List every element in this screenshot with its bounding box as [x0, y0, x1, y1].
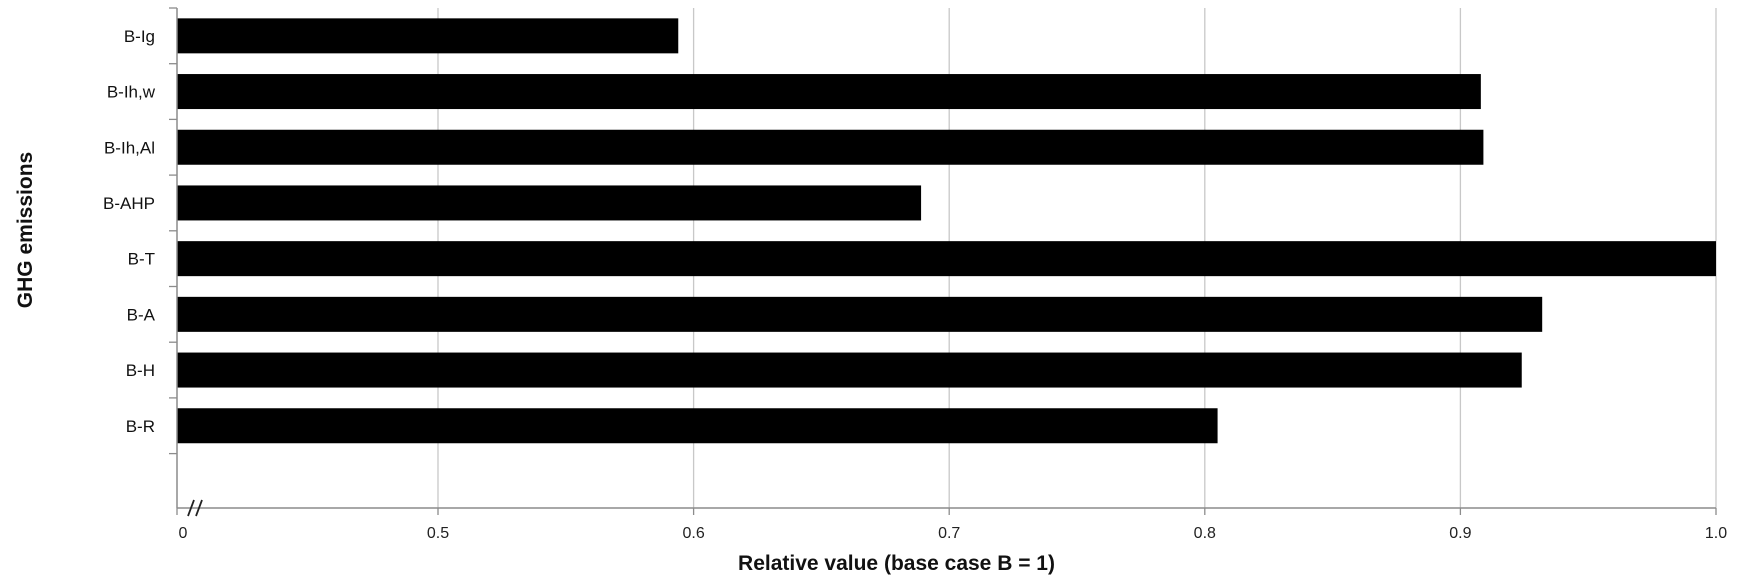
bar-B-Ih,Al [177, 129, 1484, 165]
x-tick-label: 0.5 [427, 525, 449, 542]
axis-break-mark [195, 499, 203, 517]
x-tick-label: 0 [179, 525, 188, 542]
bar-B-R [177, 408, 1218, 444]
bar-B-H [177, 352, 1522, 388]
category-label: B-H [126, 361, 155, 380]
x-axis-title: Relative value (base case B = 1) [738, 552, 1055, 575]
labels: B-Ig B-Ih,w B-Ih,Al B-AHP B-T B-A B-H B-R 0 0.5 0.… [103, 27, 1727, 542]
bar-B-Ih,w [177, 74, 1481, 110]
x-tick-label: 0.6 [682, 525, 704, 542]
x-tick-label: 1.0 [1705, 525, 1727, 542]
category-label: B-T [128, 250, 155, 269]
bar-B-Ig [177, 18, 679, 54]
axis-break-mark [187, 499, 195, 517]
bar-B-T [177, 241, 1716, 277]
category-label: B-Ih,Al [104, 138, 155, 157]
category-label: B-AHP [103, 194, 155, 213]
axes [169, 7, 1717, 517]
x-tick-label: 0.8 [1194, 525, 1216, 542]
x-tick-label: 0.9 [1449, 525, 1471, 542]
bar-B-AHP [177, 185, 922, 221]
y-axis-title: GHG emissions [14, 152, 37, 308]
x-tick-label: 0.7 [938, 525, 960, 542]
bar-B-A [177, 296, 1543, 332]
category-label: B-Ih,w [107, 83, 156, 102]
category-label: B-A [127, 305, 156, 324]
bars [177, 18, 1716, 444]
category-label: B-R [126, 417, 155, 436]
category-label: B-Ig [124, 27, 155, 46]
